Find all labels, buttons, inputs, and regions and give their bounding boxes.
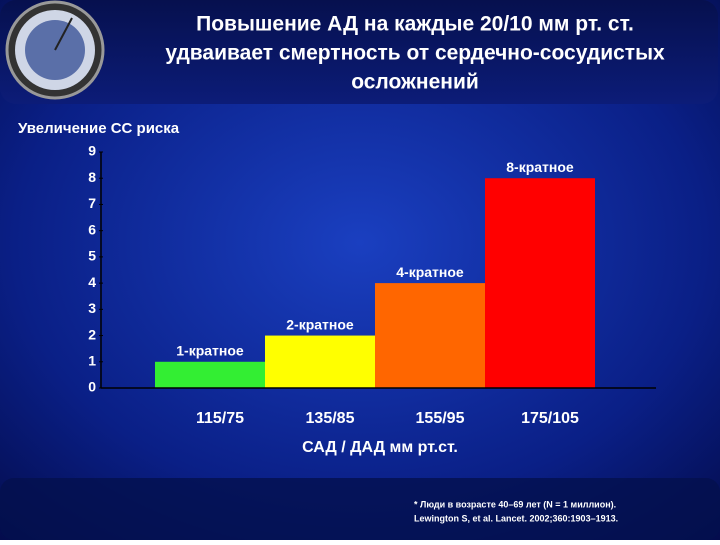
x-tick-label: 175/105 bbox=[521, 410, 579, 427]
title-line: осложнений bbox=[351, 71, 479, 94]
y-tick-label: 5 bbox=[88, 248, 96, 264]
x-tick-label: 155/95 bbox=[416, 410, 465, 427]
y-tick-label: 6 bbox=[88, 221, 96, 237]
value-label: 8-кратное bbox=[506, 159, 574, 175]
y-tick-label: 3 bbox=[88, 300, 96, 316]
bar bbox=[485, 178, 595, 388]
y-axis-label: Увеличение СС риска bbox=[18, 120, 180, 137]
title-line: Повышение АД на каждые 20/10 мм рт. ст. bbox=[196, 13, 634, 36]
gauge-icon bbox=[5, 0, 105, 100]
value-label: 2-кратное bbox=[286, 316, 354, 332]
x-axis-label: САД / ДАД мм рт.ст. bbox=[302, 439, 458, 456]
y-tick-label: 2 bbox=[88, 326, 96, 342]
footnote-line: * Люди в возрасте 40–69 лет (N = 1 милли… bbox=[414, 499, 616, 509]
title: Повышение АД на каждые 20/10 мм рт. ст. у… bbox=[165, 13, 665, 94]
value-label: 4-кратное bbox=[396, 264, 464, 280]
bar bbox=[375, 283, 485, 388]
x-tick-label: 115/75 bbox=[196, 410, 244, 427]
y-tick-label: 4 bbox=[88, 274, 96, 290]
y-tick-label: 7 bbox=[88, 195, 96, 211]
footer-panel bbox=[0, 478, 720, 540]
bar bbox=[155, 361, 265, 388]
y-tick-label: 0 bbox=[88, 379, 96, 395]
bar bbox=[265, 335, 375, 388]
title-line: удваивает смертность от сердечно-сосудис… bbox=[165, 42, 665, 65]
footnote: * Люди в возрасте 40–69 лет (N = 1 милли… bbox=[414, 499, 618, 523]
value-label: 1-кратное bbox=[176, 342, 244, 358]
y-tick-label: 8 bbox=[88, 169, 96, 185]
plot: 0 1 2 3 4 5 6 7 8 9 1-кратное 115/75 2-кратное 135/85… bbox=[88, 143, 656, 427]
y-tick-label: 1 bbox=[88, 352, 96, 368]
x-tick-label: 135/85 bbox=[306, 410, 355, 427]
header-panel bbox=[0, 0, 718, 104]
y-tick-label: 9 bbox=[88, 143, 96, 159]
footnote-line: Lewington S, et al. Lancet. 2002;360:190… bbox=[414, 513, 618, 523]
